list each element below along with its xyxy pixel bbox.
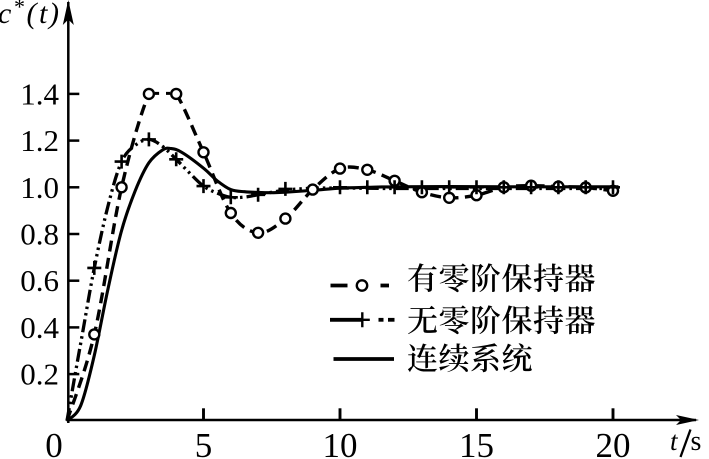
svg-text:0: 0 [45, 426, 63, 459]
svg-text:10: 10 [323, 426, 358, 459]
svg-text:*: * [14, 0, 25, 19]
svg-text:20: 20 [596, 426, 631, 459]
svg-text:t: t [670, 426, 679, 456]
svg-text:5: 5 [195, 426, 213, 459]
svg-text:15: 15 [459, 426, 494, 459]
svg-text:1.4: 1.4 [20, 76, 59, 111]
svg-text:0.4: 0.4 [20, 310, 59, 345]
svg-text:s: s [691, 426, 702, 457]
svg-text:t: t [39, 0, 48, 30]
svg-text:c: c [0, 0, 11, 30]
svg-text:(: ( [27, 0, 39, 30]
svg-text:0.2: 0.2 [20, 357, 59, 392]
svg-text:): ) [47, 0, 59, 30]
svg-text:0.6: 0.6 [20, 263, 59, 298]
svg-text:0.8: 0.8 [20, 217, 59, 252]
svg-text:1.0: 1.0 [20, 170, 59, 205]
svg-text:1.2: 1.2 [20, 123, 59, 158]
